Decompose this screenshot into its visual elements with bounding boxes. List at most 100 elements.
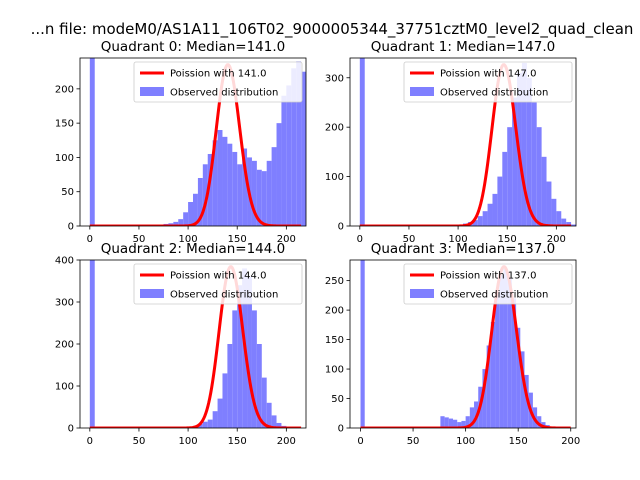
legend-label-observed: Observed distribution xyxy=(440,290,548,301)
histogram-bar xyxy=(331,185,336,226)
legend-label-poisson: Poission with 137.0 xyxy=(440,271,536,282)
y-tick-label: 100 xyxy=(55,153,74,164)
histogram-bar xyxy=(232,151,238,226)
histogram-bar xyxy=(526,77,532,226)
x-tick-label: 100 xyxy=(179,436,198,447)
histogram-bar xyxy=(457,422,462,428)
y-tick-label: 0 xyxy=(68,424,74,435)
legend: Poission with 137.0 Observed distribution xyxy=(403,263,573,305)
y-tick-label: 400 xyxy=(55,256,74,267)
x-tick-label: 150 xyxy=(509,436,528,447)
histogram-bar xyxy=(453,419,458,428)
histogram-bar xyxy=(232,310,238,428)
y-tick-label: 200 xyxy=(55,84,74,95)
x-tick-label: 0 xyxy=(357,234,363,245)
poisson-curve xyxy=(360,265,571,428)
histogram-bar xyxy=(281,95,287,226)
legend: Poission with 144.0 Observed distribution xyxy=(133,263,303,305)
legend-box xyxy=(403,61,573,103)
histogram-bar xyxy=(188,202,193,226)
x-tick-label: 200 xyxy=(547,234,566,245)
histogram-bar xyxy=(212,140,218,226)
histogram-bar xyxy=(227,344,233,428)
legend: Poission with 141.0 Observed distribution xyxy=(133,61,303,103)
histogram-bar xyxy=(537,416,542,428)
histogram-bar xyxy=(546,181,552,226)
x-tick-label: 150 xyxy=(228,234,247,245)
x-tick-label: 100 xyxy=(179,234,198,245)
plot-area xyxy=(89,58,336,226)
y-tick-label: 250 xyxy=(325,276,344,287)
histogram-bar xyxy=(296,61,302,226)
x-tick-label: 100 xyxy=(449,234,468,245)
histogram-bar xyxy=(207,154,213,226)
y-tick-label: 200 xyxy=(325,123,344,134)
histogram-bar xyxy=(193,193,198,226)
y-tick-label: 150 xyxy=(55,119,74,130)
histogram-bar xyxy=(477,216,483,226)
histogram-bar xyxy=(251,310,257,428)
x-tick-label: 150 xyxy=(498,234,517,245)
x-tick-label: 0 xyxy=(357,436,363,447)
histogram-bar xyxy=(511,298,517,428)
legend-box xyxy=(133,263,303,305)
histogram-bar xyxy=(217,130,223,226)
histogram-bar xyxy=(173,221,179,226)
legend-patch-swatch xyxy=(410,87,434,96)
x-tick-label: 200 xyxy=(561,436,580,447)
x-tick-label: 200 xyxy=(277,436,296,447)
subplot-0: 0 50 100 150 200 0 50 100 150 200 Quadrant 0: Medi… xyxy=(55,39,336,245)
y-tick-label: 0 xyxy=(338,424,344,435)
histogram-bar xyxy=(276,422,282,428)
histogram-bar xyxy=(503,268,508,428)
histogram-bar xyxy=(266,160,272,226)
x-tick-label: 50 xyxy=(133,436,146,447)
y-tick-label: 300 xyxy=(55,298,74,309)
histogram-bar xyxy=(541,156,547,226)
axes-frame xyxy=(79,57,307,227)
x-tick-label: 0 xyxy=(87,234,93,245)
histogram-bar xyxy=(486,345,491,428)
histogram-bar xyxy=(551,198,557,226)
poisson-curve xyxy=(89,265,302,428)
x-tick-label: 100 xyxy=(456,436,475,447)
histogram-bar xyxy=(202,164,208,226)
histogram-bar xyxy=(561,218,567,226)
histogram-bar xyxy=(472,220,478,226)
legend-label-observed: Observed distribution xyxy=(170,290,278,301)
legend-patch-swatch xyxy=(140,87,164,96)
legend-box xyxy=(133,61,303,103)
histogram-bar xyxy=(222,373,228,428)
histogram-bar xyxy=(256,344,262,428)
x-tick-label: 0 xyxy=(87,436,93,447)
histogram-bar xyxy=(276,123,282,226)
histogram-bar xyxy=(492,193,498,226)
histogram-bar xyxy=(465,416,470,428)
subplot-title: Quadrant 0: Median=141.0 xyxy=(101,39,285,55)
histogram-bar xyxy=(321,144,326,226)
histogram-bar xyxy=(202,421,208,428)
histogram-bar xyxy=(227,143,233,226)
histogram-bar xyxy=(237,285,243,428)
histogram-bar xyxy=(490,321,496,428)
y-tick-label: 200 xyxy=(325,306,344,317)
y-tick-label: 100 xyxy=(325,365,344,376)
histogram-bar xyxy=(516,327,521,428)
y-tick-label: 200 xyxy=(55,340,74,351)
x-tick-label: 50 xyxy=(403,234,416,245)
y-tick-label: 50 xyxy=(61,187,74,198)
y-tick-label: 0 xyxy=(68,222,74,233)
y-tick-label: 50 xyxy=(331,394,344,405)
histogram-bar xyxy=(271,147,277,226)
histogram-bar xyxy=(256,169,262,226)
plot-area xyxy=(89,260,302,428)
poisson-curve xyxy=(359,63,572,226)
histogram-bar xyxy=(482,211,488,226)
subplot-title: Quadrant 3: Median=137.0 xyxy=(371,241,555,257)
legend-label-poisson: Poission with 141.0 xyxy=(170,69,266,80)
legend-label-poisson: Poission with 144.0 xyxy=(170,271,266,282)
histogram-bar xyxy=(507,277,512,428)
histogram-bar xyxy=(197,423,203,428)
histogram-bar xyxy=(536,127,542,226)
